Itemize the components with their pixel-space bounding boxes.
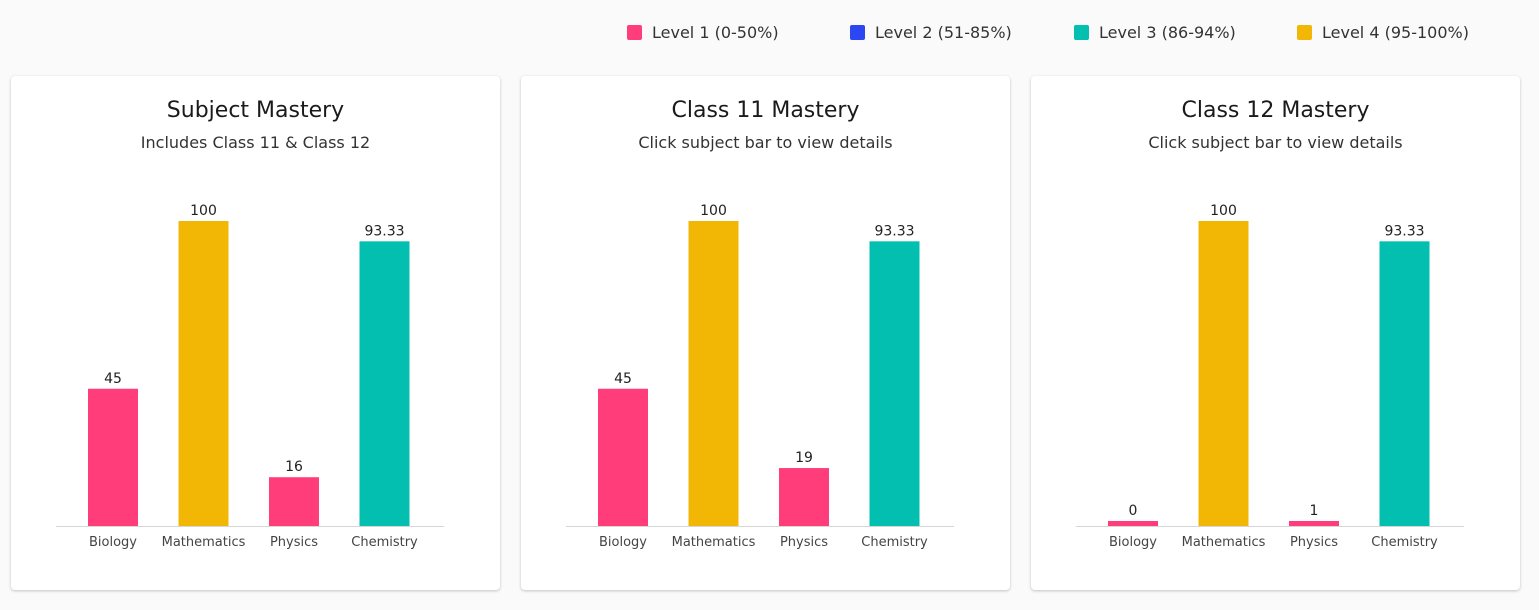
bar-chart: 0 Biology 100 Mathematics 1 Physics 93.33 Chemi…: [1076, 203, 1464, 550]
class-12-mastery-card: Class 12 Mastery Click subject bar to vi…: [1031, 76, 1520, 590]
x-tick-label-mathematics: Mathematics: [162, 535, 246, 550]
bar-biology[interactable]: [598, 388, 648, 526]
card-title: Class 12 Mastery: [1181, 98, 1370, 123]
legend-label-level-2: Level 2 (51-85%): [875, 22, 1012, 42]
x-tick-label-biology: Biology: [1109, 535, 1157, 550]
data-label-chemistry: 93.33: [364, 223, 404, 239]
legend-swatch-level-3: [1074, 24, 1089, 40]
bar-physics[interactable]: [269, 477, 319, 526]
bar-chart: 45 Biology 100 Mathematics 16 Physics 93.33 Che…: [56, 203, 444, 550]
legend-swatch-level-2: [850, 24, 865, 40]
data-label-chemistry: 93.33: [874, 223, 914, 239]
data-label-biology: 0: [1129, 503, 1138, 519]
data-label-chemistry: 93.33: [1384, 223, 1424, 239]
bar-chart: 45 Biology 100 Mathematics 19 Physics 93.33 Che…: [566, 203, 954, 550]
subject-mastery-card: Subject Mastery Includes Class 11 & Clas…: [11, 76, 500, 590]
bar-mathematics[interactable]: [688, 221, 739, 526]
legend-item-level-3[interactable]: Level 3 (86-94%): [1074, 21, 1236, 43]
data-label-physics: 16: [285, 459, 303, 475]
x-tick-label-mathematics: Mathematics: [672, 535, 756, 550]
legend-item-level-4[interactable]: Level 4 (95-100%): [1297, 21, 1469, 43]
legend-label-level-4: Level 4 (95-100%): [1322, 22, 1469, 42]
legend-swatch-level-1: [627, 24, 642, 40]
data-label-biology: 45: [614, 371, 632, 387]
legend-item-level-1[interactable]: Level 1 (0-50%): [627, 21, 779, 43]
bar-physics[interactable]: [779, 468, 829, 526]
card-subtitle: Click subject bar to view details: [1148, 133, 1403, 152]
data-label-physics: 1: [1310, 503, 1319, 519]
legend-label-level-1: Level 1 (0-50%): [652, 22, 779, 42]
card-subtitle: Click subject bar to view details: [638, 133, 893, 152]
bar-mathematics[interactable]: [178, 221, 229, 526]
data-label-physics: 19: [795, 450, 813, 466]
data-label-mathematics: 100: [1210, 203, 1237, 219]
legend-label-level-3: Level 3 (86-94%): [1099, 22, 1236, 42]
data-label-mathematics: 100: [190, 203, 217, 219]
x-tick-label-chemistry: Chemistry: [861, 535, 928, 550]
x-tick-label-chemistry: Chemistry: [1371, 535, 1438, 550]
bar-biology[interactable]: [1108, 521, 1158, 526]
x-tick-label-physics: Physics: [780, 535, 828, 550]
bar-biology[interactable]: [88, 388, 138, 526]
bar-chemistry[interactable]: [359, 241, 410, 526]
x-tick-label-chemistry: Chemistry: [351, 535, 418, 550]
class-11-mastery-card: Class 11 Mastery Click subject bar to vi…: [521, 76, 1010, 590]
x-tick-label-biology: Biology: [599, 535, 647, 550]
bar-physics[interactable]: [1289, 521, 1339, 526]
bar-mathematics[interactable]: [1198, 221, 1249, 526]
x-tick-label-biology: Biology: [89, 535, 137, 550]
x-tick-label-physics: Physics: [1290, 535, 1338, 550]
bar-chemistry[interactable]: [1379, 241, 1430, 526]
card-subtitle: Includes Class 11 & Class 12: [140, 133, 371, 152]
legend-item-level-2[interactable]: Level 2 (51-85%): [850, 21, 1012, 43]
x-tick-label-physics: Physics: [270, 535, 318, 550]
card-title: Class 11 Mastery: [671, 98, 860, 123]
legend-swatch-level-4: [1297, 24, 1312, 40]
x-tick-label-mathematics: Mathematics: [1182, 535, 1266, 550]
card-title: Subject Mastery: [166, 98, 345, 123]
legend: Level 1 (0-50%) Level 2 (51-85%) Level 3…: [0, 0, 1539, 64]
data-label-biology: 45: [104, 371, 122, 387]
data-label-mathematics: 100: [700, 203, 727, 219]
bar-chemistry[interactable]: [869, 241, 920, 526]
